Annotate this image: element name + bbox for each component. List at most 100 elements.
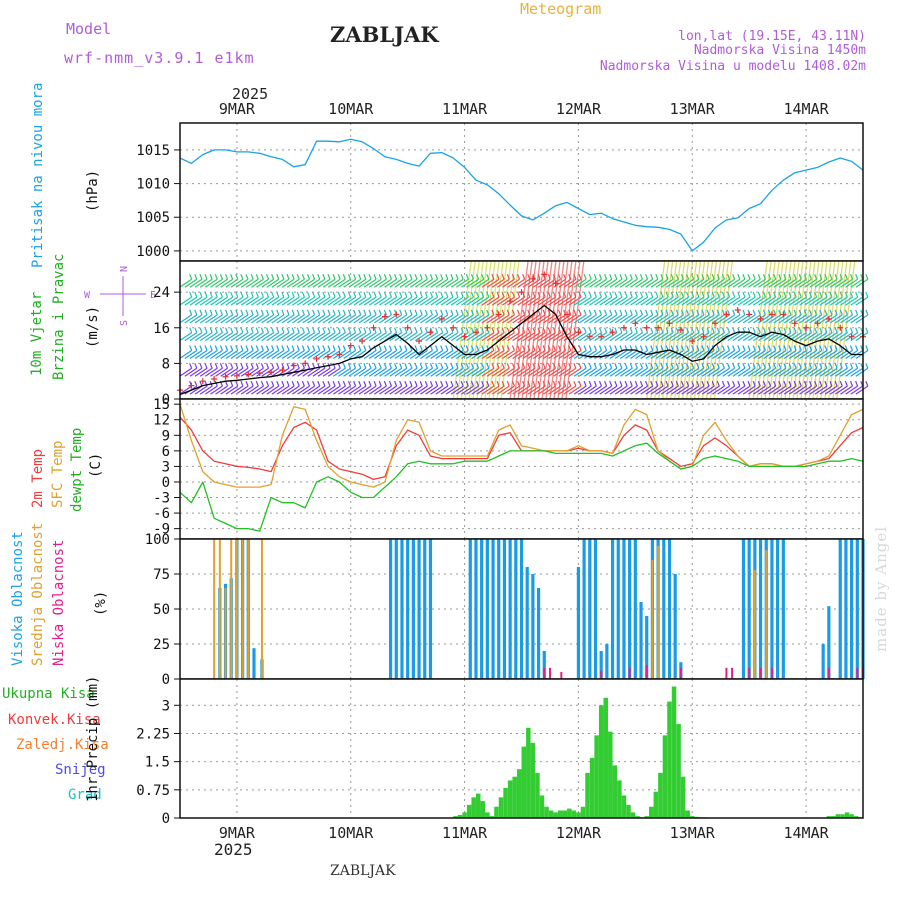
wind-barb bbox=[696, 385, 710, 395]
wind-barb-flag bbox=[388, 380, 393, 387]
wind-barb-flag bbox=[194, 363, 198, 369]
wind-barb-flag bbox=[209, 327, 213, 333]
wind-barb-flag bbox=[793, 327, 797, 333]
wind-barb bbox=[430, 278, 444, 288]
wind-barb bbox=[527, 349, 541, 359]
wind-barb bbox=[281, 367, 295, 377]
wind-barb-flag bbox=[327, 291, 331, 298]
wind-barb-flag bbox=[496, 291, 500, 298]
wind-barb-flag bbox=[301, 380, 305, 387]
wind-barb bbox=[486, 385, 500, 395]
bottom-date-label: 9MAR bbox=[219, 824, 256, 842]
wind-barb bbox=[584, 367, 597, 377]
model-name: wrf-nmm_v3.9.1 e1km bbox=[64, 49, 255, 67]
wind-barb bbox=[430, 332, 444, 342]
wind-barb-flag bbox=[342, 274, 346, 280]
wind-barb bbox=[676, 296, 689, 306]
wind-barb bbox=[855, 385, 869, 395]
bar bbox=[539, 795, 545, 818]
wind-barb bbox=[245, 296, 259, 306]
wind-barb bbox=[558, 367, 572, 377]
wind-barb bbox=[548, 332, 561, 342]
wind-barb bbox=[676, 314, 689, 324]
wind-barb-flag bbox=[788, 363, 792, 369]
wind-barb-flag bbox=[204, 363, 208, 369]
wind-barb bbox=[548, 367, 561, 377]
wind-barb-flag bbox=[455, 274, 459, 280]
wind-barb-flag bbox=[527, 291, 531, 298]
wind-barb-flag bbox=[645, 309, 649, 316]
wind-barb bbox=[783, 385, 797, 395]
wind-barb-flag bbox=[460, 380, 464, 387]
wind-barb bbox=[845, 385, 858, 395]
wind-barb bbox=[358, 296, 372, 306]
wind-barb-flag bbox=[614, 309, 618, 316]
wind-barb-flag bbox=[619, 363, 623, 369]
wind-barb bbox=[584, 314, 597, 324]
wind-barb-flag bbox=[829, 363, 833, 369]
wind-barb-flag bbox=[849, 274, 854, 280]
y-tick-label: 0 bbox=[162, 475, 170, 491]
wind-barb-flag bbox=[757, 327, 761, 333]
wind-barb-flag bbox=[839, 380, 843, 387]
wind-barb bbox=[527, 367, 541, 377]
wind-gust-marker bbox=[461, 333, 468, 340]
wind-barb bbox=[230, 332, 244, 342]
wind-barb bbox=[338, 332, 351, 342]
wind-barb bbox=[430, 385, 444, 395]
wind-barb-flag bbox=[762, 345, 766, 351]
wind-barb-flag bbox=[609, 363, 613, 369]
wind-barb bbox=[840, 385, 853, 395]
wind-gust-marker bbox=[723, 311, 730, 318]
wind-gust-marker bbox=[313, 355, 320, 362]
wind-barb bbox=[799, 349, 812, 359]
wind-barb-flag bbox=[301, 274, 305, 280]
bar bbox=[526, 727, 531, 818]
wind-barb-flag bbox=[706, 309, 710, 316]
wind-barb-flag bbox=[557, 380, 562, 387]
y-tick-label: 24 bbox=[153, 285, 170, 301]
wind-barb bbox=[747, 367, 761, 377]
wind-barb-flag bbox=[855, 363, 859, 369]
bar bbox=[821, 644, 825, 679]
wind-barb bbox=[747, 349, 761, 359]
wind-barb-flag bbox=[855, 327, 859, 333]
wind-barb bbox=[379, 296, 392, 306]
wind-barb bbox=[763, 385, 776, 395]
wind-barb-flag bbox=[250, 309, 254, 316]
wind-gust-marker bbox=[427, 329, 434, 336]
wind-barb bbox=[512, 296, 525, 306]
wind-barb-flag bbox=[788, 274, 792, 280]
wind-barb bbox=[655, 349, 669, 359]
wind-barb-flag bbox=[732, 291, 736, 298]
wind-barb-flag bbox=[609, 309, 613, 316]
wind-barb-flag bbox=[312, 363, 316, 369]
wind-barb-flag bbox=[342, 291, 346, 298]
wind-barb bbox=[840, 314, 853, 324]
wind-barb bbox=[747, 385, 761, 395]
wind-barb bbox=[691, 278, 705, 288]
wind-barb bbox=[317, 332, 331, 342]
wind-barb bbox=[251, 296, 264, 306]
wind-barb bbox=[414, 314, 428, 324]
wind-barb bbox=[251, 385, 264, 395]
wind-barb-flag bbox=[363, 291, 367, 298]
bar bbox=[676, 724, 681, 818]
bar bbox=[588, 539, 592, 679]
wind-barb-flag bbox=[491, 274, 495, 280]
wind-barb-flag bbox=[424, 363, 428, 369]
bottom-date-label: 12MAR bbox=[556, 824, 602, 842]
wind-barb-flag bbox=[537, 380, 541, 387]
wind-barb-flag bbox=[588, 380, 592, 387]
wind-barb bbox=[363, 278, 377, 288]
wind-barb bbox=[850, 367, 864, 377]
wind-barb-flag bbox=[486, 380, 490, 387]
wind-barb bbox=[676, 367, 689, 377]
wind-barb-flag bbox=[347, 380, 352, 387]
wind-barb-flag bbox=[224, 274, 229, 280]
wind-barb bbox=[317, 314, 331, 324]
bar bbox=[521, 746, 527, 818]
wind-barb-flag bbox=[778, 274, 782, 280]
wind-barb-flag bbox=[665, 291, 669, 298]
